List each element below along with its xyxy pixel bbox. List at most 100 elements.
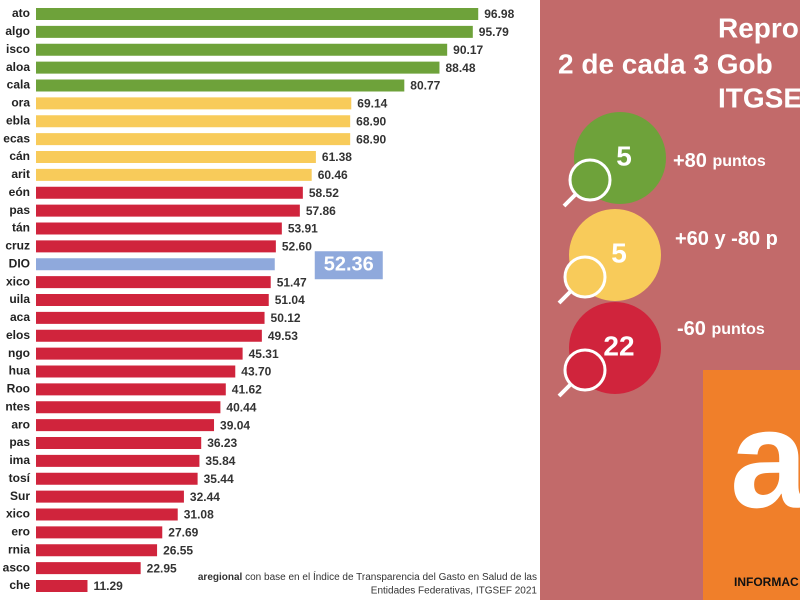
value-label: 68.90: [356, 132, 386, 146]
value-label: 61.38: [322, 150, 352, 164]
value-label: 35.44: [204, 472, 234, 486]
category-label: Sur: [10, 489, 30, 503]
panel-title: ITGSE: [718, 82, 800, 113]
group-count: 5: [611, 237, 627, 268]
group-range: -60: [677, 318, 706, 340]
bar: [36, 562, 141, 575]
category-label: aloa: [6, 60, 30, 74]
category-label: ebla: [6, 113, 30, 127]
category-label: cala: [7, 78, 31, 92]
lens-handle: [557, 289, 573, 305]
group-unit: puntos: [711, 321, 764, 338]
category-label: rnia: [8, 542, 30, 556]
bar: [36, 222, 282, 235]
category-label: asco: [3, 560, 30, 574]
value-label: 22.95: [147, 561, 177, 575]
bar: [36, 508, 178, 521]
bar: [36, 151, 316, 163]
bar: [36, 258, 275, 271]
category-label: ecas: [3, 131, 30, 145]
bar: [36, 365, 236, 378]
value-label: 58.52: [309, 186, 339, 200]
group-count: 5: [616, 140, 632, 171]
source-text: con base en el Índice de Transparencia d…: [245, 570, 537, 583]
value-label: 36.23: [207, 436, 237, 450]
logo: [703, 370, 800, 600]
bar: [36, 383, 226, 396]
bar: [36, 311, 265, 324]
bar: [36, 8, 479, 20]
value-label: 43.70: [241, 365, 271, 379]
bar: [36, 276, 271, 289]
category-label: elos: [6, 328, 30, 342]
category-label: ntes: [5, 399, 30, 413]
bar: [36, 79, 405, 92]
lens: [563, 255, 607, 299]
bar: [36, 419, 215, 432]
value-label: 90.17: [453, 43, 483, 57]
value-label: 41.62: [232, 383, 262, 397]
bar: [36, 25, 473, 38]
bar: [36, 97, 352, 110]
value-label: 39.04: [220, 418, 250, 432]
value-label: 50.12: [271, 311, 301, 325]
category-label: Roo: [7, 382, 30, 396]
value-label: 32.44: [190, 490, 220, 504]
category-label: ora: [11, 96, 30, 110]
bar: [36, 133, 351, 146]
value-label: 95.79: [479, 25, 509, 39]
value-label: 40.44: [226, 400, 256, 414]
value-label: 60.46: [318, 168, 348, 182]
value-label: 45.31: [249, 347, 279, 361]
category-label: cruz: [5, 239, 30, 253]
category-label: ngo: [8, 346, 30, 360]
value-label: 51.04: [275, 293, 305, 307]
bar: [36, 294, 269, 306]
group-label: +80 puntos: [673, 150, 766, 172]
value-label: 52.36: [324, 254, 374, 276]
panel-title: Repro: [718, 12, 799, 43]
source-brand: aregional: [198, 572, 243, 583]
category-label: isco: [6, 42, 30, 56]
category-label: arit: [11, 167, 30, 181]
value-label: 51.47: [277, 275, 307, 289]
group-count: 22: [603, 330, 634, 361]
bar: [36, 61, 440, 74]
group-unit: puntos: [713, 153, 766, 170]
bar: [36, 472, 198, 485]
category-label: hua: [9, 364, 31, 378]
category-label: ima: [9, 453, 30, 467]
group-label: +60 y -80 p: [675, 228, 778, 250]
bar: [36, 204, 300, 217]
category-label: uila: [9, 292, 30, 306]
lens-handle: [557, 382, 573, 398]
value-label: 80.77: [410, 79, 440, 93]
logo-text: INFORMAC: [734, 575, 799, 589]
category-label: tán: [12, 221, 30, 235]
value-label: 27.69: [168, 526, 198, 540]
category-label: xico: [6, 507, 30, 521]
bar: [36, 115, 351, 128]
value-label: 52.60: [282, 240, 312, 254]
category-label: che: [9, 578, 30, 592]
bar: [36, 437, 202, 449]
category-label: DIO: [9, 256, 30, 270]
bar: [36, 240, 276, 253]
highlight-box: [314, 251, 383, 280]
bar: [36, 401, 221, 414]
lens: [563, 348, 607, 392]
bar: [36, 329, 262, 342]
value-label: 69.14: [357, 97, 387, 111]
bar: [36, 526, 163, 539]
value-label: 49.53: [268, 329, 298, 343]
value-label: 11.29: [93, 579, 123, 593]
group-range: +60 y -80 p: [675, 228, 778, 250]
bar: [36, 454, 200, 467]
value-label: 57.86: [306, 204, 336, 218]
category-label: pas: [9, 435, 30, 449]
bar: [36, 168, 312, 181]
category-label: pas: [9, 203, 30, 217]
category-label: ero: [11, 525, 30, 539]
category-label: ato: [12, 6, 30, 20]
category-label: aca: [10, 310, 30, 324]
